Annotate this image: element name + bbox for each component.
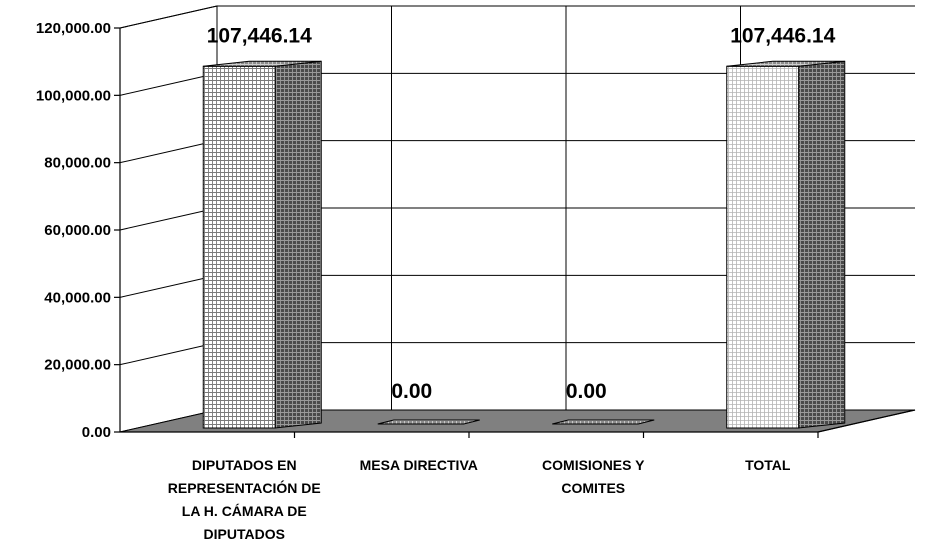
- y-tick-label: 80,000.00: [44, 155, 111, 172]
- data-label: 107,446.14: [730, 24, 835, 47]
- y-tick-label: 20,000.00: [44, 357, 111, 374]
- x-category-label: MESA DIRECTIVA: [360, 457, 478, 473]
- bar: [552, 419, 655, 425]
- bar: [202, 60, 322, 429]
- x-category-label: COMISIONES Y COMITES: [542, 457, 645, 496]
- x-category-label: DIPUTADOS EN REPRESENTACIÓN DE LA H. CÁMAR…: [168, 457, 321, 542]
- y-axis: 0.00 20,000.00 40,000.00 60,000.00 80,000.00…: [36, 20, 121, 441]
- bar-side: [274, 60, 322, 429]
- bar-top: [552, 419, 655, 425]
- bar-top: [203, 60, 322, 67]
- bar-front: [726, 65, 800, 429]
- bar-top: [377, 419, 480, 425]
- x-axis: [120, 409, 916, 438]
- bar-front: [202, 65, 276, 429]
- category-labels: DIPUTADOS EN REPRESENTACIÓN DE LA H. CÁMAR…: [168, 457, 791, 542]
- data-label: 0.00: [566, 380, 607, 403]
- bar: [377, 419, 480, 425]
- y-tick-label: 40,000.00: [44, 289, 111, 306]
- bar-side: [798, 60, 846, 429]
- y-tick-label: 120,000.00: [36, 20, 111, 37]
- x-axis-depth-line: [817, 409, 916, 433]
- data-label: 0.00: [391, 380, 432, 403]
- bar-top: [726, 60, 845, 67]
- data-labels: 107,446.14 0.00 0.00 107,446.14: [207, 24, 836, 403]
- y-tick-label: 60,000.00: [44, 222, 111, 239]
- y-tick-label: 100,000.00: [36, 87, 111, 104]
- data-label: 107,446.14: [207, 24, 312, 47]
- gridline-side: [119, 342, 218, 366]
- gridline-side: [119, 274, 218, 298]
- gridline-side: [119, 5, 218, 29]
- gridline-side: [119, 140, 218, 164]
- gridline-side: [119, 72, 218, 96]
- x-category-label: TOTAL: [745, 457, 791, 473]
- gridline-side: [119, 207, 218, 231]
- bars: [202, 60, 846, 429]
- y-tick-label: 0.00: [82, 424, 111, 441]
- bar: [726, 60, 846, 429]
